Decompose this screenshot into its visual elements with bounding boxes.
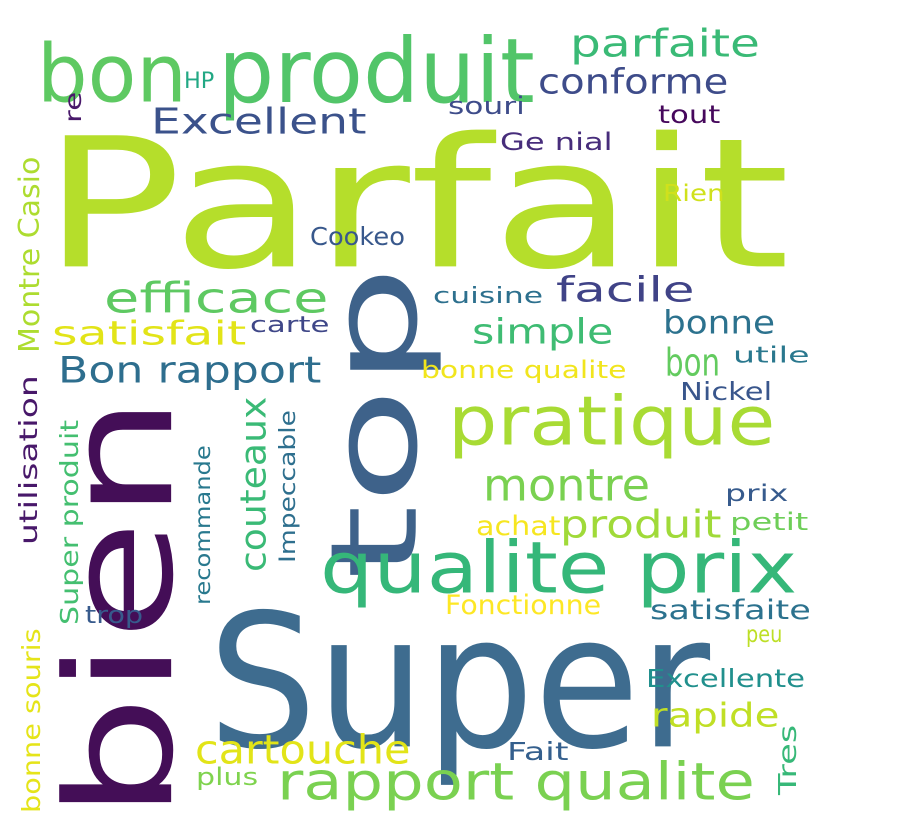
word-bonne-qualite: bonne qualite [421,356,627,384]
word-parfait: Parfait [42,99,790,310]
word-bon-small: bon [665,341,721,385]
word-cuisine: cuisine [433,284,544,309]
word-utilisation: utilisation [15,375,44,545]
word-parfaite: parfaite [570,22,760,66]
word-rapport-qualite: rapport qualite [277,751,755,812]
word-utile: utile [733,343,810,369]
word-super: Super [208,574,711,791]
word-impeccable: Impeccable [276,409,301,563]
word-carte: carte [250,313,330,338]
word-montre-casio: Montre Casio [13,156,46,353]
word-tout: tout [658,101,721,130]
word-bonne-souris: bonne souris [18,628,47,813]
word-cartouche: cartouche [195,726,411,773]
word-plus: plus [196,763,259,791]
word-super-produit: Super produit [56,419,85,625]
word-produit-small: produit [560,503,722,547]
word-rapide: rapide [651,697,780,735]
word-fait: Fait [507,738,569,767]
word-produit-large: produit [218,19,535,124]
word-satisfait: satisfait [52,313,247,353]
word-montre: montre [483,459,651,511]
word-efficace: efficace [104,274,329,323]
word-excellent: Excellent [151,100,367,142]
word-tres: Tres [774,724,803,795]
word-bon-large: bon [37,27,187,121]
word-petit: petit [730,508,809,536]
word-peu: peu [746,621,783,648]
word-prix: prix [725,480,789,507]
word-recommande: recommande [192,445,216,605]
word-simple: simple [472,311,614,352]
word-bonne: bonne [663,304,776,341]
word-re: re [60,91,87,123]
word-conforme: conforme [538,61,729,102]
word-genial: Ge nial [500,128,613,156]
word-fonctionne: Fonctionne [445,591,602,621]
word-souri: souri [448,92,525,120]
word-rien: Rien [663,180,725,207]
word-hp: HP [184,69,215,94]
word-nickel: Nickel [680,378,773,407]
word-excellente: Excellente [646,665,806,694]
word-pratique: pratique [448,382,776,461]
word-cookeo: Cookeo [310,223,405,252]
word-bon-rapport: Bon rapport [58,349,322,392]
word-facile: facile [556,269,695,311]
word-satisfaite: satisfaite [650,596,811,626]
word-achat: achat [476,512,561,542]
word-trop: trop [85,601,144,629]
word-qualite-prix: qualite prix [320,526,798,610]
word-couteaux: couteaux [232,396,274,572]
